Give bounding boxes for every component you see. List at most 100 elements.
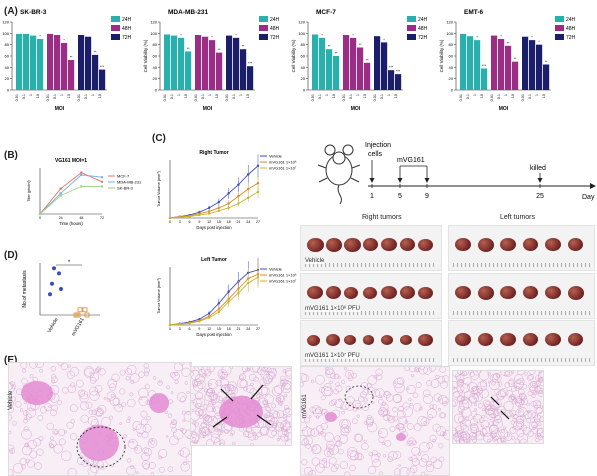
bar (171, 35, 178, 90)
alveolus (371, 388, 380, 398)
alveolus (138, 395, 149, 406)
metastasis-scatter-chart: No.of metastasis Vehicle mVG161 * (22, 260, 100, 337)
alveolus (87, 416, 98, 426)
alveolus (326, 440, 335, 450)
alveolus (22, 368, 27, 373)
alveolus (397, 410, 406, 419)
alveolus (183, 411, 191, 422)
alveolus (29, 374, 34, 379)
alveolus (340, 424, 349, 433)
alveolus (58, 438, 66, 446)
alveolus (349, 464, 356, 472)
alveolus (533, 418, 538, 423)
alveolus (96, 392, 100, 396)
alveolus (53, 444, 63, 454)
x-axis-title: Time (hours) (59, 221, 83, 226)
y-tick-label: 0 (451, 88, 454, 93)
alveolus (531, 393, 536, 398)
alveolus (214, 428, 219, 433)
alveolus (484, 405, 495, 416)
data-point (77, 307, 83, 313)
alveolus (413, 402, 422, 412)
bar (536, 44, 543, 90)
alveolus (170, 391, 174, 394)
tumor (381, 286, 397, 300)
alveolus (503, 401, 514, 411)
alveolus (282, 429, 289, 436)
alveolus (253, 435, 259, 440)
alveolus (172, 420, 177, 425)
tumor (545, 333, 561, 347)
alveolus (167, 413, 173, 418)
alveolus (437, 397, 441, 401)
alveolus (534, 405, 539, 410)
alveolus (474, 408, 478, 411)
alveolus (130, 373, 140, 383)
x-tick-label: 0.1 (466, 94, 470, 99)
alveolus (220, 442, 224, 445)
bar (16, 33, 23, 90)
alveolus (501, 429, 505, 434)
alveolus (320, 395, 326, 401)
alveolus (230, 432, 234, 437)
data-point (247, 196, 250, 199)
alveolus (181, 410, 186, 415)
legend-label: 72H (418, 35, 428, 41)
alveolus (378, 430, 382, 435)
alveolus (9, 444, 14, 451)
alveolus (89, 386, 98, 396)
x-tick-label: 48 (79, 216, 83, 220)
alveolus (528, 374, 534, 380)
bar (92, 54, 99, 90)
y-tick-label: 120 (150, 20, 157, 25)
vehicle-histology-label: Vehicle (8, 390, 14, 410)
alveolus (83, 366, 95, 377)
alveolus (147, 438, 158, 448)
x-tick-label: 1 (504, 94, 508, 96)
x-tick-label: 0.01 (521, 94, 525, 101)
alveolus (458, 436, 468, 443)
alveolus (283, 407, 291, 418)
alveolus (308, 415, 312, 418)
y-tick-label: 80 (449, 42, 454, 47)
alveolus (508, 378, 515, 385)
tumor (545, 238, 561, 252)
alveolus (478, 371, 490, 381)
data-point (168, 216, 172, 220)
x-tick-label: 3 (179, 220, 181, 224)
alveolus (402, 406, 414, 417)
alveolus (512, 417, 517, 422)
alveolus (109, 415, 113, 420)
y-tick-label: 40 (449, 65, 454, 70)
alveolus (183, 460, 188, 466)
alveolus (492, 412, 496, 416)
x-tick-label: 24 (246, 327, 250, 331)
alveolus (176, 392, 187, 402)
y-tick-label: 0 (7, 88, 10, 93)
alveolus (504, 382, 511, 388)
pointer-arrow (490, 396, 500, 406)
alveolus (477, 403, 483, 409)
alveolus (470, 410, 478, 418)
alveolus (421, 454, 430, 463)
alveolus (338, 448, 344, 455)
data-point (227, 300, 230, 303)
mouse-icon (317, 144, 361, 205)
alveolus (458, 432, 468, 441)
significance-mark: * (476, 36, 478, 40)
alveolus (366, 386, 375, 395)
legend-label: 24H (270, 17, 280, 23)
alveolus (335, 382, 341, 387)
data-point (84, 312, 90, 318)
alveolus (360, 382, 369, 390)
alveolus (216, 424, 223, 430)
alveolus (517, 404, 522, 408)
alveolus (262, 374, 273, 385)
x-tick-label: 0 (169, 220, 171, 224)
alveolus (158, 449, 168, 458)
significance-mark: ** (187, 47, 190, 51)
alveolus (408, 398, 412, 402)
alveolus (430, 456, 437, 463)
alveolus (325, 367, 334, 375)
alveolus (24, 417, 28, 420)
